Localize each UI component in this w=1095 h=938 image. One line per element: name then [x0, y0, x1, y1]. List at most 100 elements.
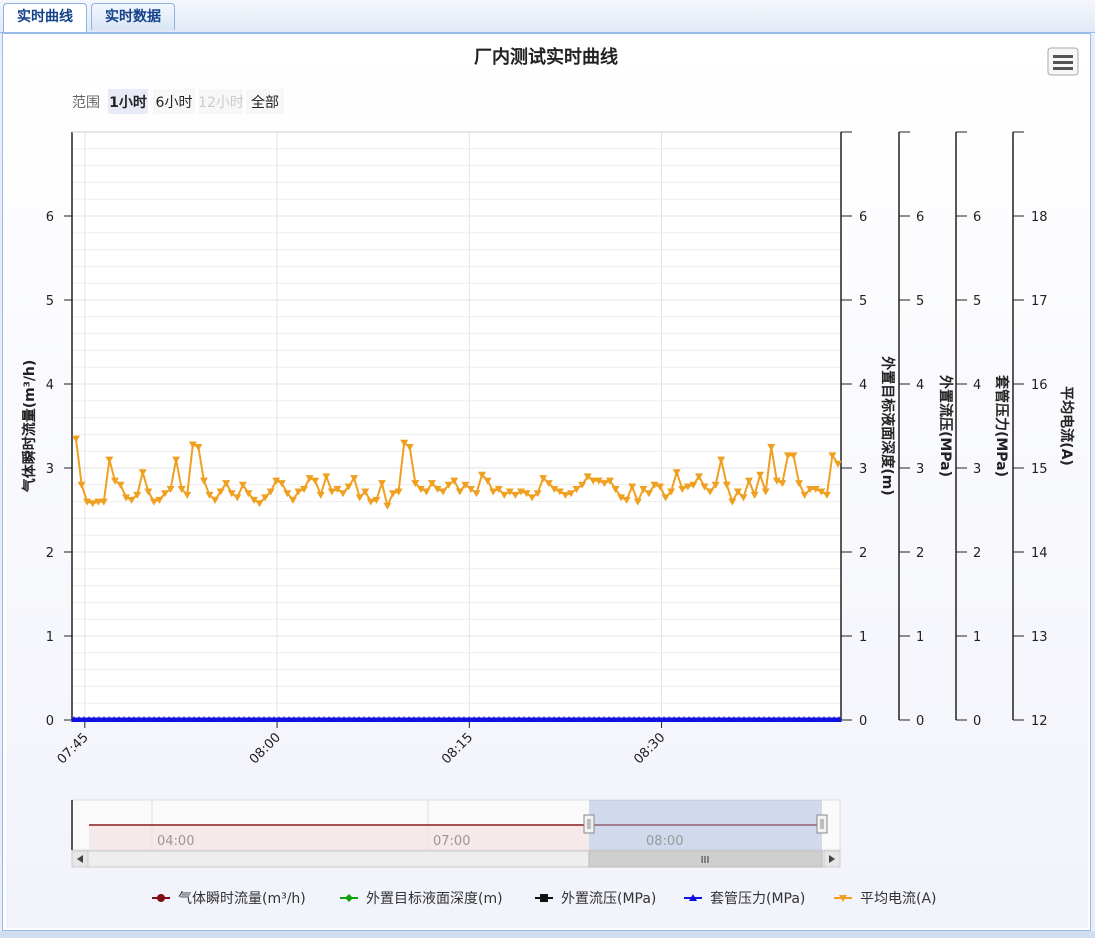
range-button-1[interactable]: 6小时: [153, 89, 195, 114]
series-point-casing-pressure: [296, 716, 302, 722]
series-point-avg-current: [283, 490, 292, 498]
y-tick-label-right: 6: [916, 210, 924, 225]
series-point-casing-pressure: [536, 716, 542, 722]
series-point-casing-pressure: [686, 716, 692, 722]
scrollbar-right-arrow-button[interactable]: [823, 850, 841, 868]
navigator-selected-range[interactable]: [589, 800, 822, 850]
x-tick-label: 08:00: [247, 730, 284, 767]
legend-item-3[interactable]: 套管压力(MPa): [684, 891, 805, 907]
series-point-casing-pressure: [221, 716, 227, 722]
series-point-casing-pressure: [226, 716, 232, 722]
y-tick-label-right: 5: [916, 294, 924, 309]
series-point-casing-pressure: [121, 716, 127, 722]
legend-marker-square: [540, 894, 548, 902]
series-point-avg-current: [316, 491, 325, 499]
series-point-avg-current: [572, 486, 581, 493]
series-point-casing-pressure: [206, 716, 212, 722]
legend-marker-triangle-down: [839, 895, 847, 902]
scrollbar-left-arrow-button[interactable]: [71, 850, 89, 868]
series-point-avg-current: [722, 481, 731, 489]
navigator-scrollbar: III: [71, 850, 841, 868]
legend-item-4[interactable]: 平均电流(A): [834, 891, 937, 907]
series-point-casing-pressure: [266, 716, 272, 722]
series-point-avg-current: [255, 500, 264, 508]
series-point-avg-current: [88, 500, 97, 508]
legend-item-1[interactable]: 外置目标液面深度(m): [340, 891, 503, 907]
series-point-casing-pressure: [641, 716, 647, 722]
series-point-avg-current: [528, 494, 537, 502]
series-point-casing-pressure: [201, 716, 207, 722]
series-point-casing-pressure: [766, 716, 772, 722]
series-point-casing-pressure: [336, 716, 342, 722]
chart-title: 厂内测试实时曲线: [474, 46, 618, 68]
series-point-avg-current: [728, 498, 737, 506]
menu-icon-bar: [1053, 67, 1073, 70]
legend-item-2[interactable]: 外置流压(MPa): [535, 891, 656, 907]
legend-marker-diamond: [345, 894, 353, 902]
tab-realtime-data[interactable]: 实时数据: [91, 3, 175, 30]
series-point-avg-current: [461, 481, 470, 489]
y-tick-label-right: 15: [1031, 462, 1048, 477]
series-point-avg-current: [555, 488, 564, 496]
series-point-avg-current: [706, 488, 715, 496]
x-tick-label: 07:45: [55, 730, 92, 767]
tab-realtime-curve[interactable]: 实时曲线: [3, 3, 87, 32]
series-point-avg-current: [511, 491, 520, 499]
series-point-casing-pressure: [646, 716, 652, 722]
scrollbar-thumb[interactable]: [588, 850, 823, 868]
chevron-left-icon: [77, 855, 83, 863]
series-point-casing-pressure: [96, 716, 102, 722]
series-point-casing-pressure: [821, 716, 827, 722]
series-point-casing-pressure: [616, 716, 622, 722]
series-point-casing-pressure: [376, 716, 382, 722]
series-point-avg-current: [166, 486, 175, 493]
series-point-casing-pressure: [291, 716, 297, 722]
series-point-casing-pressure: [651, 716, 657, 722]
y-tick-label-right: 2: [859, 546, 867, 561]
y-tick-label-right: 5: [859, 294, 867, 309]
series-point-avg-current: [433, 486, 442, 493]
y-axis-title-left: 气体瞬时流量(m³/h): [21, 360, 38, 494]
series-point-casing-pressure: [386, 716, 392, 722]
navigator-handle-frame: [583, 814, 595, 834]
series-point-casing-pressure: [576, 716, 582, 722]
navigator-handle-right[interactable]: [816, 814, 828, 834]
range-button-3[interactable]: 全部: [246, 89, 284, 114]
y-tick-label-right: 17: [1031, 294, 1048, 309]
series-point-casing-pressure: [351, 716, 357, 722]
series-point-casing-pressure: [546, 716, 552, 722]
series-point-casing-pressure: [91, 716, 97, 722]
series-point-casing-pressure: [361, 716, 367, 722]
series-point-avg-current: [361, 488, 370, 496]
series-point-avg-current: [116, 481, 125, 489]
series-point-casing-pressure: [276, 716, 282, 722]
series-point-casing-pressure: [301, 716, 307, 722]
series-point-casing-pressure: [511, 716, 517, 722]
footer-bar: [0, 931, 1095, 938]
series-point-casing-pressure: [581, 716, 587, 722]
series-point-avg-current: [333, 486, 342, 493]
series-point-casing-pressure: [621, 716, 627, 722]
y-tick-label-right: 5: [973, 294, 981, 309]
series-point-casing-pressure: [826, 716, 832, 722]
series-point-avg-current: [344, 483, 353, 491]
y-tick-label-right: 4: [973, 378, 981, 393]
series-point-casing-pressure: [721, 716, 727, 722]
series-point-casing-pressure: [186, 716, 192, 722]
series-point-avg-current: [389, 490, 398, 498]
navigator-handle-left[interactable]: [583, 814, 595, 834]
context-menu-button[interactable]: [1047, 47, 1079, 76]
range-button-0[interactable]: 1小时: [108, 89, 148, 114]
plot-background: [72, 132, 841, 720]
legend-item-0[interactable]: 气体瞬时流量(m³/h): [152, 891, 306, 907]
series-point-casing-pressure: [281, 716, 287, 722]
series-point-casing-pressure: [86, 716, 92, 722]
legend-label: 外置目标液面深度(m): [366, 891, 503, 907]
series-point-casing-pressure: [111, 716, 117, 722]
series-point-avg-current: [322, 473, 331, 481]
series-point-avg-current: [795, 480, 804, 488]
legend-marker-triangle: [689, 894, 697, 901]
series-point-casing-pressure: [481, 716, 487, 722]
legend-label: 套管压力(MPa): [710, 891, 805, 907]
series-point-avg-current: [633, 498, 642, 506]
